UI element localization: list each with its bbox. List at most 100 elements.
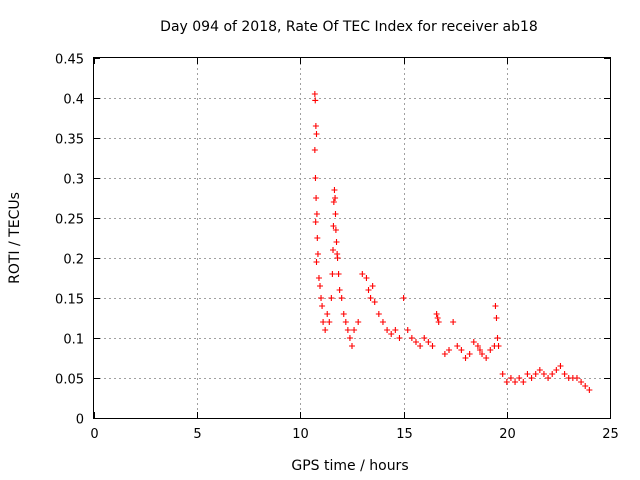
grid xyxy=(94,58,610,418)
data-point xyxy=(507,375,514,381)
data-point xyxy=(314,235,321,241)
y-tick-label: 0.05 xyxy=(55,373,84,388)
data-point xyxy=(493,315,500,321)
data-point xyxy=(483,355,490,361)
data-point xyxy=(441,351,448,357)
data-point xyxy=(412,339,419,345)
data-point xyxy=(408,335,415,341)
x-tick-label: 0 xyxy=(90,427,98,442)
data-point xyxy=(503,379,510,385)
data-point xyxy=(338,295,345,301)
x-tick-label: 5 xyxy=(193,427,201,442)
data-point xyxy=(454,343,461,349)
data-point xyxy=(561,371,568,377)
data-point xyxy=(319,303,326,309)
data-point xyxy=(355,319,362,325)
y-tick-label: 0.1 xyxy=(63,333,84,348)
data-point xyxy=(324,311,331,317)
data-point xyxy=(359,271,366,277)
data-point xyxy=(328,295,335,301)
data-point xyxy=(458,347,465,353)
data-point xyxy=(332,211,339,217)
data-point xyxy=(400,295,407,301)
data-point xyxy=(578,379,585,385)
data-point xyxy=(466,351,473,357)
x-tick-label: 25 xyxy=(602,427,619,442)
data-point xyxy=(344,327,351,333)
data-point xyxy=(450,319,457,325)
data-point xyxy=(524,371,531,377)
data-point xyxy=(331,187,338,193)
data-point xyxy=(429,343,436,349)
data-point xyxy=(320,319,327,325)
data-point xyxy=(545,375,552,381)
data-point xyxy=(528,375,535,381)
data-point xyxy=(340,311,347,317)
data-point xyxy=(369,283,376,289)
data-point xyxy=(312,97,319,104)
data-point xyxy=(367,295,374,301)
data-point xyxy=(573,375,580,381)
data-point xyxy=(342,319,349,325)
data-point xyxy=(540,371,547,377)
data-point xyxy=(499,371,506,377)
data-point xyxy=(313,131,320,137)
y-axis-label: ROTI / TECUs xyxy=(7,192,23,284)
x-tick-label: 15 xyxy=(396,427,413,442)
data-point xyxy=(314,251,321,257)
chart-title: Day 094 of 2018, Rate Of TEC Index for r… xyxy=(160,19,538,35)
data-point xyxy=(474,343,481,349)
y-tick-label: 0.15 xyxy=(55,293,84,308)
data-point xyxy=(330,223,337,229)
y-tick-label: 0.45 xyxy=(55,53,84,68)
data-point xyxy=(322,327,329,333)
data-point xyxy=(384,327,391,333)
data-point xyxy=(329,271,336,277)
data-point xyxy=(365,287,372,293)
y-tick-label: 0.3 xyxy=(63,173,84,188)
data-point xyxy=(312,123,319,129)
data-point xyxy=(330,199,337,205)
data-point xyxy=(417,343,424,349)
data-point xyxy=(425,339,432,345)
data-points xyxy=(311,91,593,393)
data-point xyxy=(516,375,523,381)
data-point xyxy=(433,311,440,317)
data-point xyxy=(333,239,340,245)
data-point xyxy=(313,195,320,201)
data-point xyxy=(421,335,428,341)
data-point xyxy=(434,315,441,321)
data-point xyxy=(313,211,320,217)
data-point xyxy=(487,347,494,353)
data-point xyxy=(536,367,543,373)
data-point xyxy=(404,327,411,333)
data-point xyxy=(435,319,442,325)
data-point xyxy=(363,275,370,281)
data-point xyxy=(388,331,395,337)
data-point xyxy=(379,319,386,325)
data-point xyxy=(336,287,343,293)
plot-frame xyxy=(93,57,611,419)
data-point xyxy=(317,283,324,289)
data-point xyxy=(582,383,589,389)
data-point xyxy=(330,247,337,253)
data-point xyxy=(311,91,318,97)
data-point xyxy=(326,319,333,325)
data-point xyxy=(586,387,593,393)
data-point xyxy=(492,303,499,309)
data-point xyxy=(346,335,353,341)
data-point xyxy=(371,299,378,305)
data-point xyxy=(520,379,527,385)
data-point xyxy=(557,363,564,369)
data-point xyxy=(532,371,539,377)
data-point xyxy=(549,371,556,377)
data-point xyxy=(446,347,453,353)
y-tick-label: 0.35 xyxy=(55,133,84,148)
data-point xyxy=(332,227,339,233)
y-tick-label: 0.4 xyxy=(63,93,84,108)
data-point xyxy=(312,219,319,225)
data-point xyxy=(351,327,358,333)
data-point xyxy=(392,327,399,333)
data-point xyxy=(313,259,320,265)
